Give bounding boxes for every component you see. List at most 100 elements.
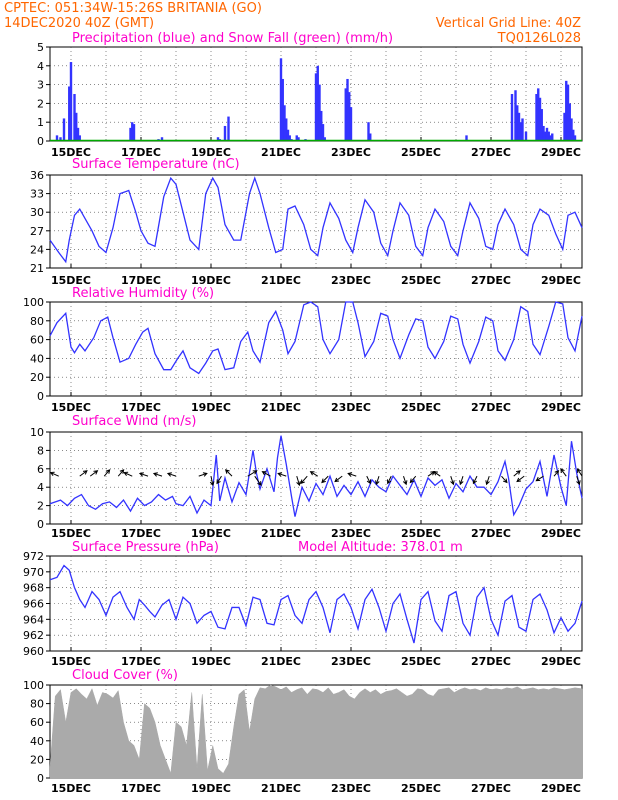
pres-ytick-label: 960	[23, 645, 44, 658]
precip-bar	[288, 135, 291, 141]
precip-bar	[349, 107, 353, 141]
wind-arrow	[254, 475, 262, 487]
temp-date-label: 21DEC	[261, 274, 301, 287]
precip-bar	[131, 122, 134, 141]
cloud-cover-area	[49, 684, 583, 779]
precip-bar	[227, 116, 230, 141]
precip-bar	[465, 135, 468, 141]
precip-bar	[55, 135, 59, 141]
cloud-date-label: 27DEC	[471, 782, 511, 795]
cloud-date-label: 29DEC	[541, 782, 581, 795]
header-init-time: 14DEC2020 40Z (GMT)	[4, 16, 154, 31]
wind-arrow	[472, 475, 478, 485]
precip-bar	[551, 133, 554, 141]
cloud-date-label: 25DEC	[401, 782, 441, 795]
wind-arrow	[535, 475, 544, 482]
precip-bar	[540, 109, 543, 141]
precip-bar	[510, 94, 514, 141]
rh-ytick-label: 60	[30, 334, 44, 347]
cloud-ytick-label: 100	[23, 679, 44, 692]
precip-bar	[348, 92, 351, 141]
precip-bar	[549, 135, 552, 141]
precip-bar	[544, 131, 547, 141]
wind-date-label: 21DEC	[261, 527, 301, 540]
temp-ytick-label: 24	[30, 243, 44, 256]
pres-panel: 960 962 964 966 968 970 972 15DEC 17DEC 19DEC 21DE…	[23, 550, 583, 668]
precip-bar	[321, 124, 325, 141]
cloud-date-label: 21DEC	[261, 782, 301, 795]
wind-panel: 0 2 4 6 8 10 15DEC 17DEC 19DEC 21DEC 23DEC 25DEC 27D…	[30, 426, 583, 540]
wind-arrow	[450, 476, 455, 486]
pres-ytick-label: 972	[23, 550, 44, 563]
precip-bar	[524, 131, 528, 141]
wind-arrow	[576, 476, 581, 486]
rh-date-label: 15DEC	[51, 401, 91, 414]
rh-frame	[49, 301, 583, 397]
precip-bar	[535, 94, 538, 141]
wind-arrow	[49, 471, 59, 477]
rh-date-label: 25DEC	[401, 401, 441, 414]
wind-arrow	[261, 471, 271, 477]
temp-date-label: 17DEC	[121, 274, 161, 287]
wind-arrow	[123, 471, 133, 477]
wind-arrow	[516, 475, 525, 483]
cloud-ytick-label: 40	[30, 735, 44, 748]
pres-date-label: 21DEC	[261, 655, 301, 668]
precip-bar	[286, 129, 290, 141]
wind-date-label: 23DEC	[331, 527, 371, 540]
wind-date-label: 25DEC	[401, 527, 441, 540]
precip-bar	[565, 80, 568, 141]
precip-bar	[517, 112, 521, 141]
rh-ytick-label: 100	[23, 296, 44, 309]
wind-arrow	[366, 475, 371, 485]
rh-date-label: 21DEC	[261, 401, 301, 414]
precip-ytick-label: 2	[37, 97, 44, 110]
wind-date-label: 27DEC	[471, 527, 511, 540]
precip-bar	[78, 135, 81, 141]
pres-date-label: 19DEC	[191, 655, 231, 668]
temp-date-label: 23DEC	[331, 274, 371, 287]
precip-bar	[573, 135, 577, 141]
rh-date-label: 27DEC	[471, 401, 511, 414]
wind-arrow	[198, 472, 208, 477]
temp-date-label: 27DEC	[471, 274, 511, 287]
precip-bar	[344, 88, 347, 141]
panels-layer: 0 1 2 3 4 5 15DEC 17DEC 19DEC 21DEC 23DEC 25DEC 27DE…	[23, 41, 583, 795]
precip-ytick-label: 0	[37, 135, 44, 148]
cloud-ytick-label: 60	[30, 716, 44, 729]
precip-bar	[521, 118, 524, 141]
wind-ytick-label: 10	[30, 426, 44, 439]
wind-arrow	[576, 468, 583, 477]
wind-ytick-label: 6	[37, 463, 44, 476]
wind-arrow	[300, 475, 308, 485]
precip-ytick-label: 1	[37, 116, 44, 129]
precip-bar	[568, 103, 571, 141]
wind-arrow	[560, 468, 567, 477]
precip-bar	[537, 88, 540, 141]
rh-ytick-label: 0	[37, 390, 44, 403]
cloud-title: Cloud Cover (%)	[72, 668, 178, 683]
wind-arrow	[247, 470, 258, 477]
pres-ytick-label: 968	[23, 582, 44, 595]
temp-date-label: 25DEC	[401, 274, 441, 287]
precip-bar	[367, 122, 370, 141]
precip-date-label: 19DEC	[191, 146, 231, 159]
precip-bar	[346, 78, 349, 141]
wind-arrow	[89, 470, 99, 477]
precip-date-label: 15DEC	[51, 146, 91, 159]
wind-ytick-label: 4	[37, 481, 44, 494]
pres-ytick-label: 966	[23, 598, 44, 611]
precip-bar	[69, 62, 73, 141]
precip-bar	[223, 125, 227, 141]
wind-ytick-label: 0	[37, 518, 44, 531]
precip-bar	[547, 131, 550, 141]
wind-arrow	[296, 476, 301, 487]
temp-date-label: 19DEC	[191, 274, 231, 287]
pres-ytick-label: 962	[23, 629, 44, 642]
temp-panel: 21 24 27 30 33 36 15DEC 17DEC 19DEC 21DEC 23DEC 25D…	[30, 169, 583, 287]
header-grid-info: Vertical Grid Line: 40Z	[436, 16, 581, 31]
wind-arrow	[387, 475, 392, 485]
wind-arrow	[501, 475, 508, 484]
wind-date-label: 29DEC	[541, 527, 581, 540]
